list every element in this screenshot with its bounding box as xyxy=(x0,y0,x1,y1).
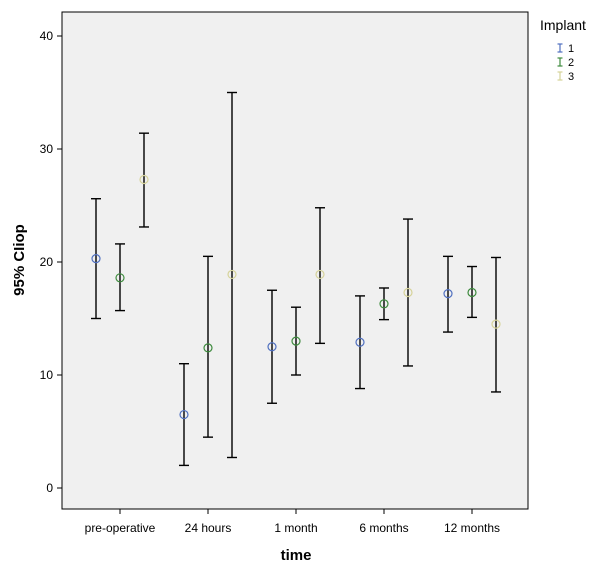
legend-item-2: 2 xyxy=(557,57,574,69)
y-tick-label: 30 xyxy=(40,142,54,156)
error-bar-series-2 xyxy=(467,265,477,319)
x-axis: pre-operative 24 hours 1 month 6 months 12 m… xyxy=(85,509,500,535)
mean-point xyxy=(203,343,213,353)
error-bar-series-2 xyxy=(203,255,213,438)
mean-point xyxy=(355,337,365,347)
mean-point xyxy=(139,174,149,185)
legend-label: 2 xyxy=(568,57,574,69)
y-tick-label: 40 xyxy=(40,29,54,43)
y-tick-label: 20 xyxy=(40,255,54,269)
error-bar-series-3 xyxy=(227,91,237,459)
mean-point xyxy=(115,273,125,283)
error-bar-series-2 xyxy=(379,287,389,321)
mean-point xyxy=(179,409,189,420)
legend: Implant 1 2 3 xyxy=(540,17,586,83)
error-bar-series-1 xyxy=(443,255,453,333)
y-tick-label: 0 xyxy=(46,481,53,495)
legend-item-3: 3 xyxy=(557,71,574,83)
mean-point xyxy=(227,269,237,280)
mean-point xyxy=(467,287,477,298)
legend-label: 1 xyxy=(568,43,574,55)
error-bar-series-3 xyxy=(403,218,413,367)
mean-point xyxy=(403,287,413,298)
error-bar-series-1 xyxy=(355,295,365,390)
x-tick-label: pre-operative xyxy=(85,521,156,535)
x-tick-label: 24 hours xyxy=(185,521,232,535)
x-tick-label: 6 months xyxy=(359,521,408,535)
y-tick-label: 10 xyxy=(40,368,54,382)
mean-point xyxy=(291,336,301,346)
data-marks xyxy=(91,91,501,467)
mean-point xyxy=(491,319,501,329)
x-tick-label: 12 months xyxy=(444,521,500,535)
mean-point xyxy=(315,269,325,280)
error-bar-series-2 xyxy=(291,306,301,376)
mean-point xyxy=(379,299,389,309)
mean-point xyxy=(443,289,453,299)
legend-item-1: 1 xyxy=(557,43,574,55)
error-bar-series-1 xyxy=(179,363,189,467)
error-bar-series-3 xyxy=(139,132,149,228)
error-bar-series-1 xyxy=(91,198,101,320)
y-axis: 0 10 20 30 40 xyxy=(40,29,62,495)
legend-label: 3 xyxy=(568,71,574,83)
x-axis-title: time xyxy=(281,547,312,564)
error-bar-series-2 xyxy=(115,243,125,312)
mean-point xyxy=(91,254,101,264)
legend-title: Implant xyxy=(540,17,586,33)
error-bar-series-3 xyxy=(491,256,501,393)
error-bar-series-1 xyxy=(267,289,277,404)
error-bar-series-3 xyxy=(315,207,325,345)
y-axis-title: 95% CIiop xyxy=(11,224,28,296)
plot-area xyxy=(61,11,529,510)
mean-point xyxy=(267,342,277,352)
x-tick-label: 1 month xyxy=(274,521,317,535)
